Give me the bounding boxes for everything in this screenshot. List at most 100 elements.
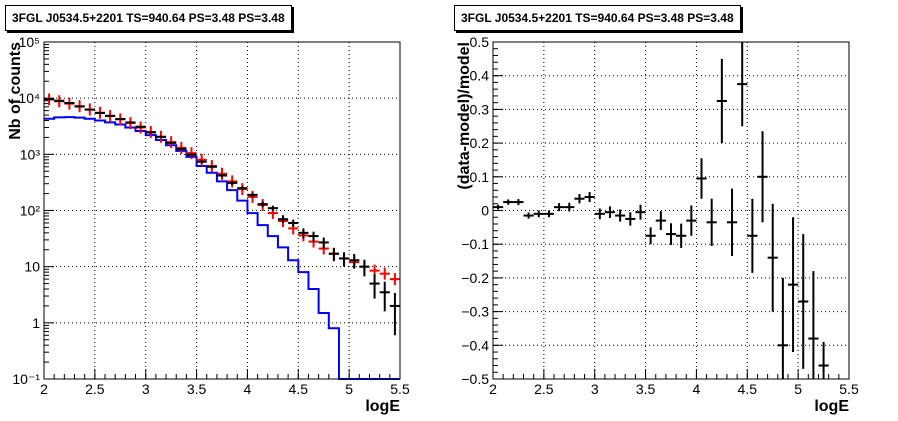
y-tick-label: −0.3: [461, 304, 489, 320]
data-point: [206, 165, 217, 169]
data-point: [44, 98, 55, 101]
y-tick-label: −0.2: [461, 270, 489, 286]
data-point: [379, 281, 390, 312]
y-tick-label: 0.3: [470, 101, 490, 117]
x-tick-label: 2.5: [534, 381, 554, 397]
x-tick-label: 3.5: [187, 381, 207, 397]
data-point: [369, 274, 380, 299]
data-point: [625, 212, 636, 226]
data-point: [493, 204, 504, 210]
data-point: [338, 252, 350, 267]
residuals-title: 3FGL J0534.5+2201 TS=940.64 PS=3.48 PS=3…: [454, 5, 741, 31]
data-point: [288, 219, 299, 227]
data-point: [84, 108, 95, 111]
y-tick-label: 0.1: [470, 169, 490, 185]
data-point: [645, 227, 656, 245]
data-point: [513, 199, 524, 206]
y-tick-label: 10²: [20, 203, 41, 219]
counts-chart: 2 2.5 3 3.5 4 4.5 5 5.5 10⁻¹ 1 10 10² 10³ 10⁴ 10⁵ logE N…: [7, 34, 410, 415]
y-tick-label: 10³: [20, 146, 41, 162]
model-step-line: [44, 116, 400, 380]
data-point: [308, 231, 319, 242]
x-tick-label: 3: [142, 381, 150, 397]
data-point: [818, 341, 829, 379]
data-point: [574, 193, 585, 204]
data-point: [777, 277, 788, 379]
data-point: [94, 111, 106, 114]
x-tick-label: 4.5: [289, 381, 309, 397]
x-axis-label: logE: [814, 398, 849, 415]
y-tick-label: 0: [481, 203, 489, 219]
data-point: [737, 42, 748, 127]
data-point: [767, 203, 778, 312]
data-point: [655, 211, 666, 231]
x-tick-label: 2.5: [85, 381, 105, 397]
y-axis-label: Nb of counts: [7, 42, 24, 140]
x-tick-label: 2: [40, 381, 48, 397]
y-tick-label: 0.4: [470, 68, 490, 84]
x-tick-label: 5.5: [839, 381, 859, 397]
data-point: [277, 215, 289, 223]
data-point: [105, 114, 116, 117]
model-point: [196, 153, 207, 166]
x-tick-label: 5: [794, 381, 802, 397]
data-point: [594, 208, 605, 220]
data-point: [604, 206, 616, 218]
data-point: [564, 202, 575, 212]
y-axis-label: (data-model)/model: [456, 42, 473, 190]
y-tick-label: 10⁵: [19, 34, 40, 50]
y-tick-label: 10: [24, 259, 40, 275]
data-point: [176, 147, 187, 151]
data-point: [64, 102, 75, 105]
x-tick-label: 3: [591, 381, 599, 397]
data-point: [757, 131, 768, 223]
x-tick-label: 2: [489, 381, 497, 397]
data-point: [54, 99, 65, 102]
data-point: [237, 186, 248, 191]
data-point: [554, 203, 565, 212]
model-point: [389, 273, 400, 286]
data-point: [267, 205, 278, 211]
data-point: [533, 210, 544, 218]
data-point: [798, 234, 809, 369]
model-point: [379, 267, 390, 280]
model-point: [186, 147, 197, 160]
data-point: [216, 173, 228, 178]
data-point: [503, 199, 514, 205]
data-point: [543, 210, 555, 218]
y-tick-label: 0.2: [470, 135, 490, 151]
y-tick-label: −0.1: [461, 236, 489, 252]
residuals-chart: 2 2.5 3 3.5 4 4.5 5 5.5 −0.5 −0.4 −0.3 −0.2 −0.1 0 0.1…: [456, 34, 859, 415]
data-point: [166, 141, 177, 145]
y-tick-label: −0.5: [461, 371, 489, 387]
y-tick-label: −0.4: [461, 337, 489, 353]
data-point: [747, 198, 758, 273]
plot-frame: [492, 41, 850, 380]
data-point: [706, 198, 717, 246]
data-point: [584, 191, 595, 203]
data-point: [615, 209, 626, 222]
plot-frame: [43, 41, 401, 380]
counts-pad: 2 2.5 3 3.5 4 4.5 5 5.5 10⁻¹ 1 10 10² 10³ 10⁴ 10⁵ logE N…: [5, 5, 410, 415]
y-tick-label: 0.5: [470, 34, 490, 50]
data-point: [389, 292, 400, 336]
data-point: [523, 212, 534, 219]
x-tick-label: 4: [693, 381, 701, 397]
x-tick-label: 4.5: [738, 381, 758, 397]
x-tick-label: 4: [244, 381, 252, 397]
residuals-pad: 2 2.5 3 3.5 4 4.5 5 5.5 −0.5 −0.4 −0.3 −0.2 −0.1 0 0.1…: [449, 0, 898, 421]
data-point: [808, 271, 819, 379]
data-point: [696, 158, 707, 199]
y-tick-label: 1: [32, 315, 40, 331]
data-point: [227, 181, 238, 185]
data-point: [665, 223, 677, 245]
x-tick-label: 5.5: [390, 381, 410, 397]
data-point: [318, 237, 329, 249]
data-point: [135, 125, 146, 128]
data-point: [125, 121, 136, 124]
data-point: [328, 247, 339, 262]
data-point: [635, 204, 646, 220]
x-tick-label: 3.5: [636, 381, 656, 397]
data-point: [787, 217, 799, 353]
data-point: [298, 228, 309, 239]
